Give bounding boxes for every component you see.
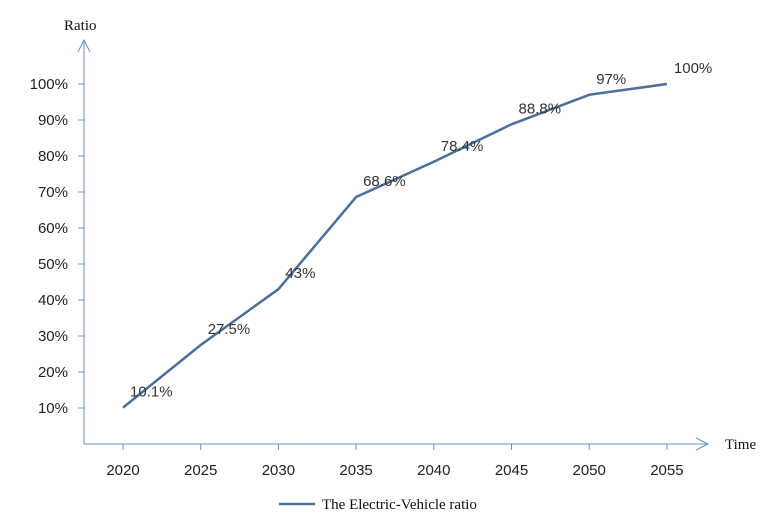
- data-label: 88.8%: [519, 100, 562, 117]
- data-label: 68.6%: [363, 173, 406, 190]
- y-tick-label: 90%: [38, 112, 68, 129]
- x-tick-label: 2020: [106, 462, 139, 479]
- legend: The Electric-Vehicle ratio: [279, 497, 477, 513]
- x-tick-label: 2025: [184, 462, 217, 479]
- y-tick-label: 30%: [38, 328, 68, 345]
- x-tick-label: 2045: [495, 462, 528, 479]
- y-tick-label: 50%: [38, 256, 68, 273]
- series-line: [122, 82, 668, 409]
- x-tick-label: 2030: [262, 462, 295, 479]
- y-axis-title: Ratio: [64, 18, 97, 34]
- data-label: 100%: [674, 60, 712, 77]
- data-label: 10.1%: [130, 384, 173, 401]
- x-axis-title: Time: [725, 437, 756, 453]
- data-label: 43%: [285, 265, 315, 282]
- data-labels: 10.1% 27.5% 43% 68.6% 78.4% 88.8% 97% 100%: [130, 60, 712, 401]
- x-axis-arrow: [695, 437, 710, 451]
- x-tick-label: 2035: [339, 462, 372, 479]
- y-tick-label: 20%: [38, 364, 68, 381]
- data-label: 78.4%: [441, 138, 484, 155]
- y-tick-label: 10%: [38, 400, 68, 417]
- y-tick-label: 60%: [38, 220, 68, 237]
- y-tick-label: 70%: [38, 184, 68, 201]
- y-tick-label: 80%: [38, 148, 68, 165]
- y-tick-label: 100%: [30, 76, 68, 93]
- y-axis-arrow: [77, 38, 91, 53]
- x-axis-ticks: 2020 2025 2030 2035 2040 2045 2050 2055: [106, 444, 684, 479]
- data-label: 97%: [596, 71, 626, 88]
- x-tick-label: 2050: [573, 462, 606, 479]
- data-label: 27.5%: [208, 321, 251, 338]
- y-tick-label: 40%: [38, 292, 68, 309]
- x-tick-label: 2040: [417, 462, 450, 479]
- y-axis-ticks: 10% 20% 30% 40% 50% 60% 70% 80% 90% 100%: [30, 76, 84, 417]
- x-tick-label: 2055: [650, 462, 683, 479]
- legend-entry: The Electric-Vehicle ratio: [322, 497, 477, 513]
- series-layer: [122, 82, 668, 409]
